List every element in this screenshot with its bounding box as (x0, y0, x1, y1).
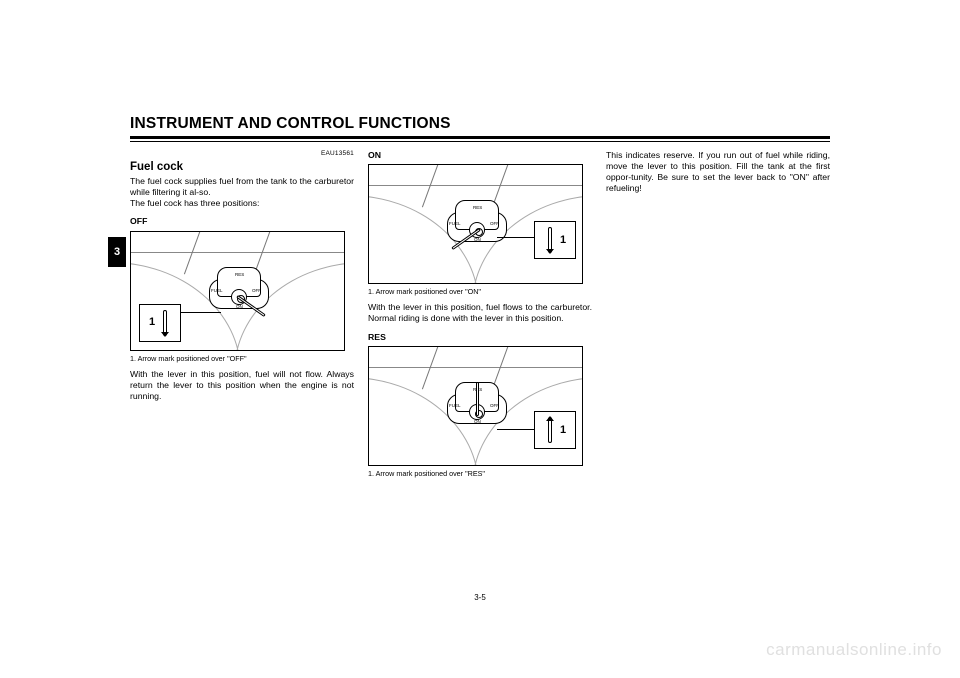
leader-line (181, 312, 221, 313)
fuel-cock-lever (476, 382, 479, 416)
section-title-fuel-cock: Fuel cock (130, 160, 354, 175)
column-3: This indicates reserve. If you run out o… (606, 150, 830, 484)
figure-on: RES FUEL OFF ON 1 (368, 164, 583, 284)
label-on: ON (474, 238, 481, 243)
label-res: RES (235, 273, 244, 278)
caption-res: 1. Arrow mark positioned over "RES" (368, 469, 592, 478)
column-2: ON RES FUEL OFF ON 1 1. Arrow mark positione… (368, 150, 592, 484)
label-off: OFF (490, 404, 499, 409)
callout-number: 1 (149, 315, 155, 329)
heading-res: RES (368, 332, 592, 343)
doc-code: EAU13561 (130, 150, 354, 158)
page-number: 3-5 (0, 593, 960, 602)
label-on: ON (474, 420, 481, 425)
callout-number: 1 (560, 423, 566, 437)
mini-lever-icon (544, 227, 556, 253)
heading-on: ON (368, 150, 592, 161)
label-fuel: FUEL (449, 222, 461, 227)
header-rule (130, 141, 830, 142)
page: INSTRUMENT AND CONTROL FUNCTIONS EAU1356… (130, 115, 830, 595)
mini-lever-icon (159, 310, 171, 336)
figure-res: RESFUELOFFON1 (368, 346, 583, 466)
callout: 1 (534, 411, 576, 449)
fuel-cock-body: RES FUEL OFF ON (209, 267, 269, 315)
callout-number: 1 (560, 233, 566, 247)
label-fuel: FUEL (449, 404, 461, 409)
label-res: RES (473, 206, 482, 211)
figure-off: RES FUEL OFF ON 1 (130, 231, 345, 351)
caption-off: 1. Arrow mark positioned over "OFF" (130, 354, 354, 363)
label-fuel: FUEL (211, 289, 223, 294)
label-off: OFF (252, 289, 261, 294)
intro-paragraph-1: The fuel cock supplies fuel from the tan… (130, 176, 354, 198)
caption-on: 1. Arrow mark positioned over "ON" (368, 287, 592, 296)
text-on: With the lever in this position, fuel fl… (368, 302, 592, 324)
chapter-tab: 3 (108, 237, 126, 267)
heading-off: OFF (130, 216, 354, 227)
callout: 1 (534, 221, 576, 259)
page-title: INSTRUMENT AND CONTROL FUNCTIONS (130, 115, 830, 139)
callout: 1 (139, 304, 181, 342)
label-off: OFF (490, 222, 499, 227)
leader-line (497, 429, 535, 430)
label-on: ON (236, 305, 243, 310)
fuel-cock-body: RESFUELOFFON (447, 382, 507, 430)
text-res: This indicates reserve. If you run out o… (606, 150, 830, 195)
content-columns: EAU13561 Fuel cock The fuel cock supplie… (130, 150, 830, 484)
column-1: EAU13561 Fuel cock The fuel cock supplie… (130, 150, 354, 484)
intro-paragraph-2: The fuel cock has three positions: (130, 198, 354, 209)
text-off: With the lever in this position, fuel wi… (130, 369, 354, 402)
leader-line (497, 237, 535, 238)
watermark: carmanualsonline.info (766, 640, 942, 660)
mini-lever-icon (544, 417, 556, 443)
fuel-cock-body: RES FUEL OFF ON (447, 200, 507, 248)
